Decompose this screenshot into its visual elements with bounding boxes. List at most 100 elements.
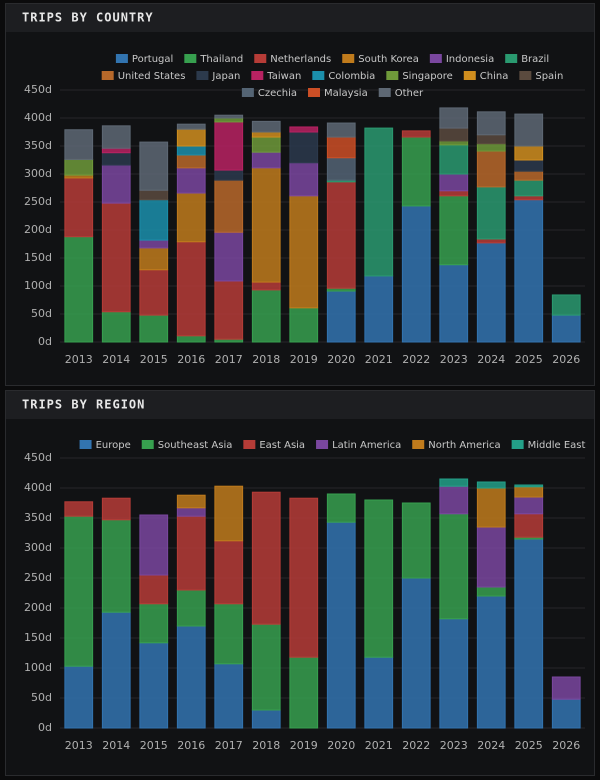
bar-segment bbox=[101, 147, 131, 154]
legend-swatch bbox=[505, 54, 518, 63]
y-tick-label: 350d bbox=[24, 139, 52, 152]
bar-segment bbox=[401, 502, 431, 579]
bar-segment bbox=[139, 141, 169, 191]
legend-label: South Korea bbox=[358, 54, 419, 65]
y-tick-label: 150d bbox=[24, 251, 52, 264]
legend-label: Japan bbox=[211, 71, 240, 82]
bar-segment bbox=[476, 238, 506, 244]
bar-segment bbox=[176, 145, 206, 156]
legend-label: Singapore bbox=[402, 71, 452, 82]
x-tick-label: 2015 bbox=[140, 353, 168, 366]
bar-segment bbox=[251, 709, 281, 729]
bar-segment bbox=[514, 179, 544, 197]
bar-segment bbox=[364, 127, 394, 277]
bar-segment bbox=[214, 540, 244, 605]
legend-label: Latin America bbox=[332, 440, 401, 451]
legend-swatch bbox=[342, 54, 355, 63]
bar-segment bbox=[64, 129, 94, 160]
bar-segment bbox=[101, 611, 131, 729]
legend-item: East Asia bbox=[243, 440, 305, 451]
x-tick-label: 2025 bbox=[515, 353, 543, 366]
legend-label: Middle East bbox=[528, 440, 586, 451]
legend-label: Portugal bbox=[132, 54, 173, 65]
bar-segment bbox=[476, 143, 506, 152]
bar-segment bbox=[364, 499, 394, 658]
x-tick-label: 2017 bbox=[215, 739, 243, 752]
bar-segment bbox=[101, 164, 131, 204]
bar-segment bbox=[326, 521, 356, 729]
bar-segment bbox=[214, 663, 244, 729]
bar-segment bbox=[176, 494, 206, 509]
x-tick-label: 2020 bbox=[327, 353, 355, 366]
x-tick-label: 2021 bbox=[365, 353, 393, 366]
legend-label: China bbox=[480, 71, 509, 82]
legend-swatch bbox=[511, 440, 524, 449]
x-tick-label: 2014 bbox=[102, 739, 130, 752]
legend-swatch bbox=[141, 440, 154, 449]
legend-label: Czechia bbox=[258, 88, 297, 99]
bar-segment bbox=[551, 294, 581, 316]
legend-item: Spain bbox=[519, 71, 563, 82]
bar-segment bbox=[251, 120, 281, 133]
legend-label: United States bbox=[118, 71, 186, 82]
bar-segment bbox=[176, 625, 206, 729]
y-tick-label: 300d bbox=[24, 541, 52, 554]
bar-segment bbox=[326, 181, 356, 289]
y-tick-label: 450d bbox=[24, 83, 52, 96]
bar-segment bbox=[139, 314, 169, 343]
bar-segment bbox=[439, 144, 469, 175]
x-tick-label: 2018 bbox=[252, 353, 280, 366]
legend-item: Europe bbox=[79, 440, 131, 451]
legend-label: Europe bbox=[96, 440, 131, 451]
bar-segment bbox=[101, 497, 131, 521]
y-tick-label: 400d bbox=[24, 111, 52, 124]
legend-swatch bbox=[115, 54, 128, 63]
bar-segment bbox=[214, 485, 244, 542]
x-tick-label: 2024 bbox=[477, 739, 505, 752]
y-tick-label: 50d bbox=[31, 307, 52, 320]
bar-segment bbox=[551, 676, 581, 700]
bar-segment bbox=[139, 574, 169, 605]
bar-segment bbox=[139, 239, 169, 249]
y-tick-label: 100d bbox=[24, 279, 52, 292]
x-tick-label: 2026 bbox=[552, 739, 580, 752]
legend-swatch bbox=[241, 88, 254, 97]
bar-segment bbox=[476, 150, 506, 188]
y-tick-label: 0d bbox=[38, 335, 52, 348]
bar-segment bbox=[439, 513, 469, 620]
bar-segment bbox=[101, 125, 131, 149]
bar-segment bbox=[439, 264, 469, 343]
bar-segment bbox=[214, 121, 244, 171]
bar-segment bbox=[401, 136, 431, 207]
bar-segment bbox=[289, 131, 319, 164]
y-tick-label: 250d bbox=[24, 571, 52, 584]
legend-swatch bbox=[308, 88, 321, 97]
x-tick-label: 2023 bbox=[440, 353, 468, 366]
bar-segment bbox=[401, 205, 431, 343]
y-tick-label: 200d bbox=[24, 223, 52, 236]
bar-segment bbox=[214, 114, 244, 119]
x-tick-label: 2020 bbox=[327, 739, 355, 752]
bar-segment bbox=[439, 195, 469, 266]
bar-segment bbox=[326, 157, 356, 181]
bar-segment bbox=[214, 117, 244, 123]
bar-segment bbox=[476, 526, 506, 588]
legend-label: Thailand bbox=[199, 54, 243, 65]
legend-swatch bbox=[251, 71, 264, 80]
legend-item: United States bbox=[101, 71, 186, 82]
bar-segment bbox=[476, 134, 506, 145]
bar-segment bbox=[439, 190, 469, 197]
bar-segment bbox=[326, 122, 356, 138]
bar-segment bbox=[64, 665, 94, 729]
bar-segment bbox=[139, 642, 169, 729]
x-tick-label: 2016 bbox=[177, 353, 205, 366]
y-tick-label: 450d bbox=[24, 451, 52, 464]
bar-segment bbox=[514, 145, 544, 161]
bar-segment bbox=[251, 131, 281, 138]
legend-item: North America bbox=[412, 440, 501, 451]
bar-segment bbox=[101, 152, 131, 166]
legend-item: Czechia bbox=[241, 88, 297, 99]
bar-segment bbox=[514, 496, 544, 515]
legend-swatch bbox=[429, 54, 442, 63]
bar-segment bbox=[289, 656, 319, 729]
